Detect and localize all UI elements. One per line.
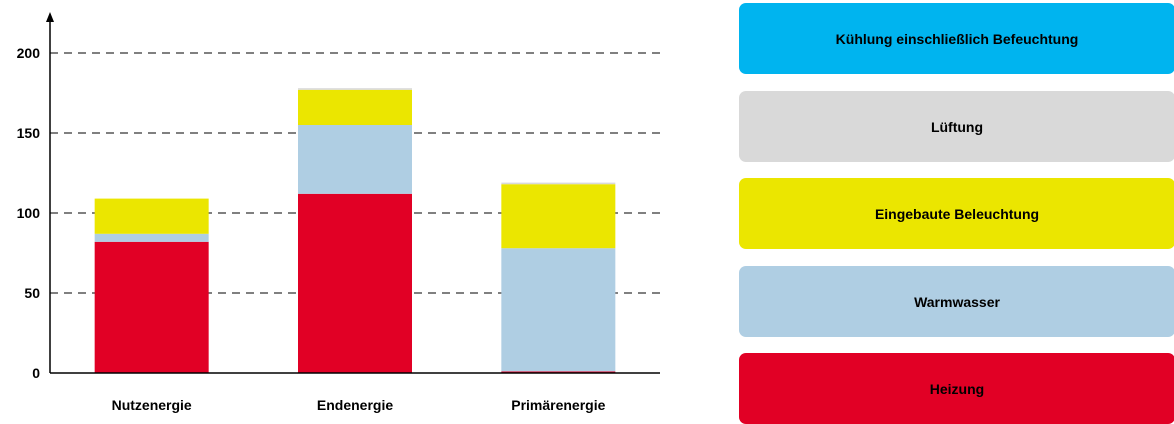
y-tick-label: 0 [32, 365, 40, 381]
y-axis-arrow-icon [46, 12, 54, 22]
legend-label: Kühlung einschließlich Befeuchtung [835, 30, 1079, 47]
category-labels: Nutzenergie Endenergie Primärenergie [112, 397, 606, 413]
legend-item-beleuchtung: Eingebaute Beleuchtung [739, 178, 1174, 249]
legend-item-heizung: Heizung [739, 353, 1174, 424]
bar-segment [501, 182, 616, 185]
bar-segment [501, 184, 616, 249]
bar-segment [94, 233, 209, 242]
bars [94, 88, 616, 373]
legend-item-kuehlung: Kühlung einschließlich Befeuchtung [739, 3, 1174, 74]
bar-segment [501, 371, 616, 373]
bar-segment [501, 248, 616, 372]
bar-segment [94, 241, 209, 373]
bar-segment [298, 125, 412, 194]
category-label: Primärenergie [511, 397, 605, 413]
bar-segment [94, 198, 209, 234]
legend-label: Eingebaute Beleuchtung [874, 205, 1040, 222]
y-tick-label: 50 [24, 285, 40, 301]
legend-item-lueftung: Lüftung [739, 91, 1174, 162]
legend-item-warmwasser: Warmwasser [739, 266, 1174, 337]
bar-segment [298, 89, 412, 125]
y-tick-label: 200 [17, 45, 41, 61]
y-tick-labels: 0 50 100 150 200 [17, 45, 41, 381]
y-tick-label: 150 [17, 125, 41, 141]
bar-segment [298, 88, 412, 90]
category-label: Nutzenergie [112, 397, 192, 413]
bar-chart: 0 50 100 150 200 Nutzenergie Endenergie Primär… [17, 12, 660, 413]
axes [46, 12, 660, 374]
bar-segment [298, 193, 412, 373]
legend-label: Lüftung [930, 118, 984, 135]
legend-label: Heizung [929, 380, 985, 397]
legend-label: Warmwasser [914, 293, 1000, 310]
y-tick-label: 100 [17, 205, 41, 221]
category-label: Endenergie [317, 397, 393, 413]
